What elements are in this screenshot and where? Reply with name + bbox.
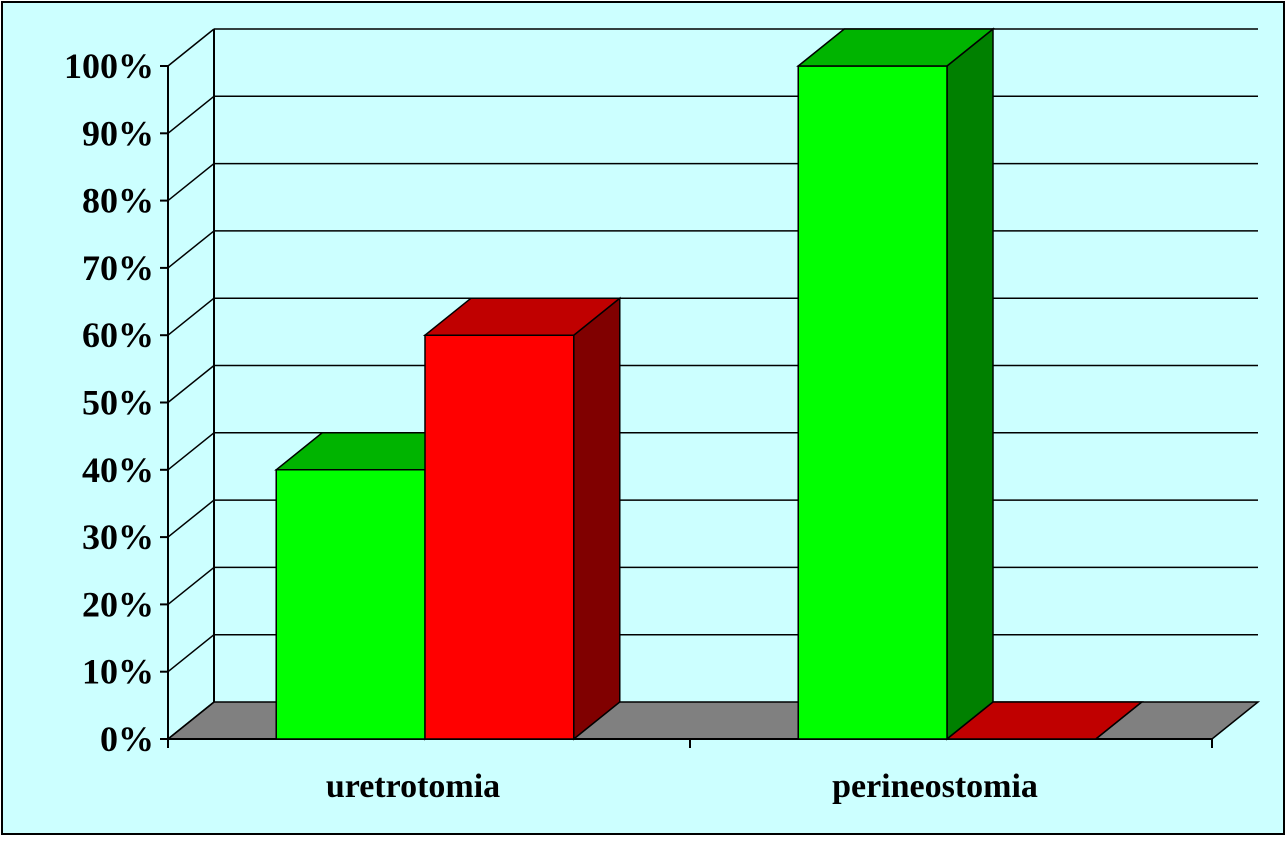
gridline-depth xyxy=(167,634,215,673)
x-tick-label: perineostomia xyxy=(832,768,1038,805)
y-tick-label: 50% xyxy=(82,383,154,423)
y-tick-label: 100% xyxy=(64,46,154,86)
gridline-depth xyxy=(167,499,215,538)
bar-side-face xyxy=(573,296,621,741)
y-tick-label: 80% xyxy=(82,181,154,221)
bar-top-face xyxy=(944,701,1144,740)
bar-front-face xyxy=(275,469,426,740)
bars xyxy=(274,27,1144,741)
bar xyxy=(422,296,622,741)
y-tick-label: 90% xyxy=(82,113,154,153)
bar-top-face xyxy=(796,28,996,67)
x-tick-label: uretrotomia xyxy=(326,768,500,805)
bar-side-face xyxy=(946,27,994,741)
bar xyxy=(944,701,1144,740)
bar xyxy=(796,27,996,741)
y-axis-ticks: 0% 10% 20% 30% 40% 50% 60% 70% 80% 90% 100% xyxy=(64,46,168,759)
x-axis-ticks: uretrotomia perineostomia xyxy=(326,768,1038,805)
gridline-depth xyxy=(167,230,215,269)
bar-front-face xyxy=(424,334,575,740)
bar-front-face xyxy=(797,65,948,740)
gridline-depth xyxy=(167,297,215,336)
y-tick-label: 30% xyxy=(82,517,154,557)
y-tick-label: 60% xyxy=(82,315,154,355)
gridline-depth xyxy=(167,163,215,202)
gridline-depth xyxy=(167,28,215,67)
gridline-depth xyxy=(167,432,215,471)
gridline-depth xyxy=(167,364,215,404)
y-tick-label: 40% xyxy=(82,450,154,490)
gridline-depth xyxy=(167,566,215,605)
y-tick-label: 0% xyxy=(100,719,154,759)
y-tick-label: 10% xyxy=(82,652,154,692)
gridline-depth xyxy=(167,701,215,740)
gridline-depth xyxy=(167,95,215,134)
bar-top-face xyxy=(422,297,622,336)
y-tick-label: 70% xyxy=(82,248,154,288)
y-tick-label: 20% xyxy=(82,584,154,624)
